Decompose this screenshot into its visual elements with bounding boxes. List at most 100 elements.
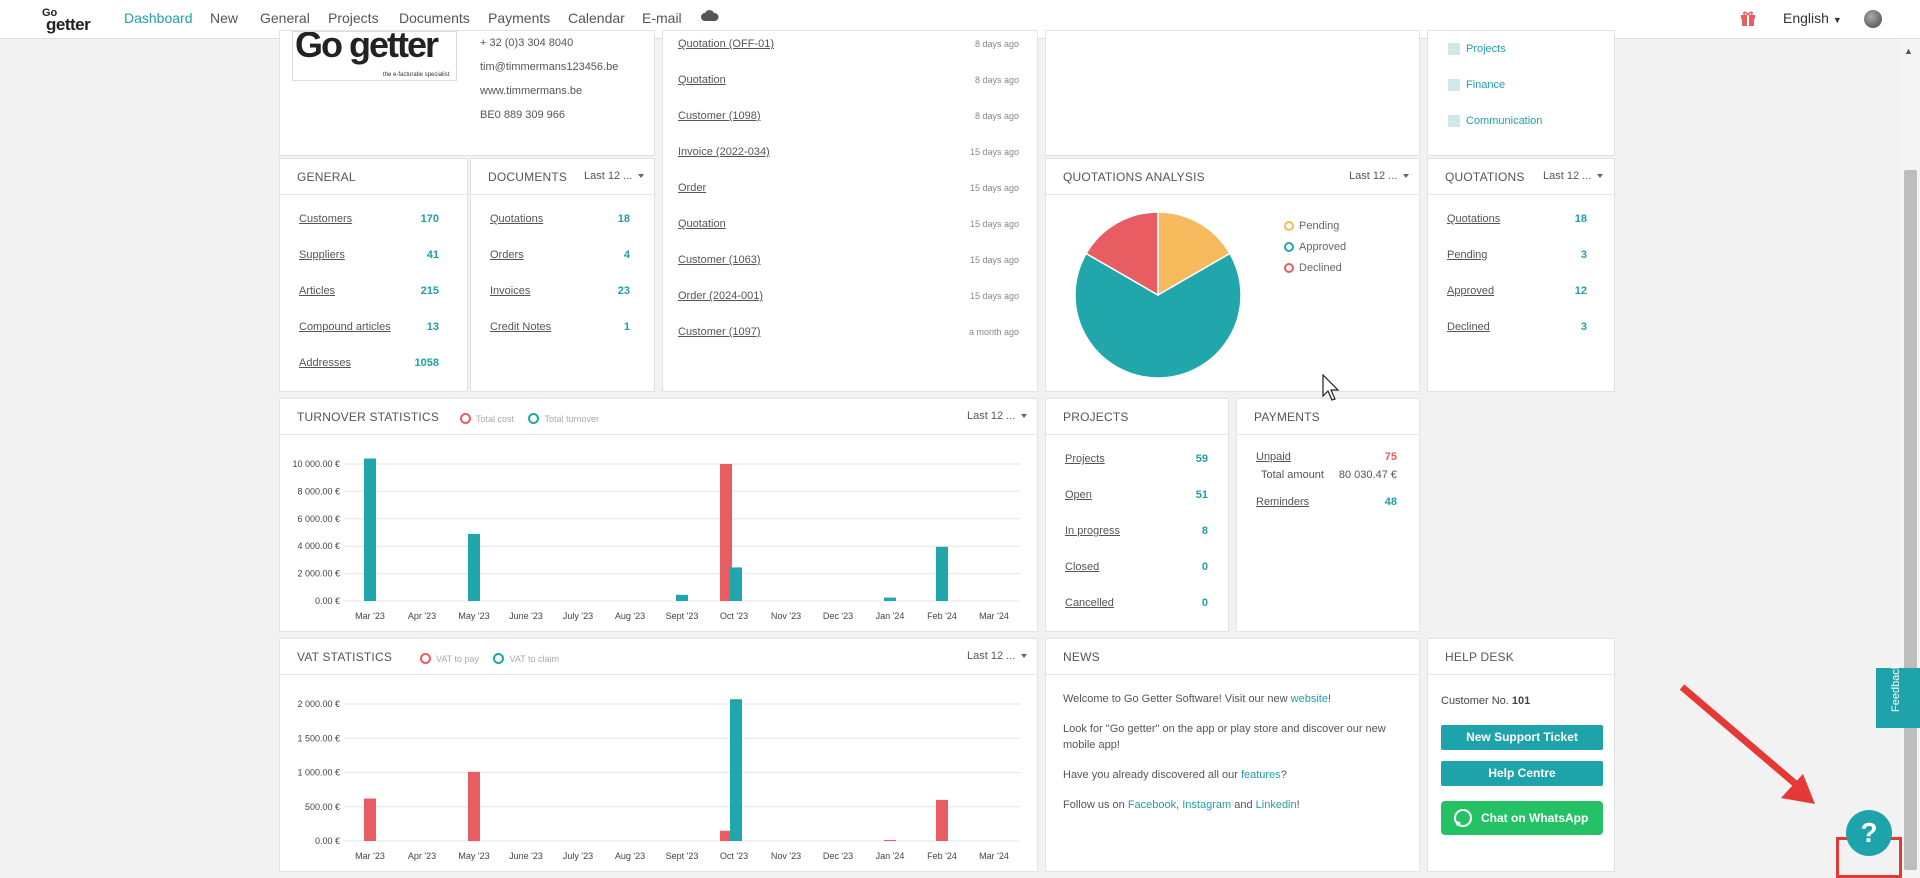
activity-item[interactable]: Customer (1063) xyxy=(678,254,761,266)
activity-item[interactable]: Invoice (2022-034) xyxy=(678,146,770,158)
shortcut-finance[interactable]: Finance xyxy=(1448,79,1505,92)
reminders-link[interactable]: Reminders xyxy=(1256,496,1310,508)
help-centre-button[interactable]: Help Centre xyxy=(1441,761,1603,786)
quotations-row-value: 18 xyxy=(1574,213,1587,225)
scroll-up-icon[interactable]: ▲ xyxy=(1904,46,1913,56)
bar-total-turnover[interactable] xyxy=(884,597,896,601)
activity-item[interactable]: Quotation (OFF-01) xyxy=(678,38,774,50)
legend-vat-to-claim-dot[interactable] xyxy=(493,653,505,665)
documents-row-label[interactable]: Invoices xyxy=(490,285,531,297)
bar-vat-to-pay[interactable] xyxy=(884,839,896,841)
legend-vat-to-pay-dot[interactable] xyxy=(420,653,431,665)
shortcut-communication[interactable]: Communication xyxy=(1448,115,1542,128)
language-selector[interactable]: English ▼ xyxy=(1783,10,1842,26)
nav-email[interactable]: E-mail xyxy=(642,10,682,26)
linkedin-link[interactable]: Linkedin xyxy=(1255,799,1297,811)
x-tick-label: Sept '23 xyxy=(666,611,699,621)
unpaid-link[interactable]: Unpaid xyxy=(1256,451,1291,463)
feedback-tab[interactable]: Feedback xyxy=(1876,664,1920,728)
x-tick-label: May '23 xyxy=(458,851,489,861)
app-logo[interactable]: Go getter xyxy=(42,7,91,34)
projects-row-label[interactable]: In progress xyxy=(1065,525,1121,537)
general-title: GENERAL xyxy=(297,170,356,184)
legend-declined[interactable]: Declined xyxy=(1284,258,1346,279)
quotations-row-label[interactable]: Quotations xyxy=(1447,213,1501,225)
shortcut-projects[interactable]: Projects xyxy=(1448,43,1506,56)
legend-approved[interactable]: Approved xyxy=(1284,237,1346,258)
nav-dashboard[interactable]: Dashboard xyxy=(124,10,193,26)
legend-pending[interactable]: Pending xyxy=(1284,216,1346,237)
avatar[interactable] xyxy=(1864,10,1882,28)
general-row-label[interactable]: Articles xyxy=(299,285,336,297)
instagram-link[interactable]: Instagram xyxy=(1182,799,1232,811)
general-row-label[interactable]: Compound articles xyxy=(299,321,391,333)
projects-row-label[interactable]: Cancelled xyxy=(1065,597,1114,609)
annotation-arrow-icon xyxy=(1679,684,1815,804)
new-support-ticket-button[interactable]: New Support Ticket xyxy=(1441,725,1603,750)
bar-total-turnover[interactable] xyxy=(364,458,376,601)
x-tick-label: Sept '23 xyxy=(666,851,699,861)
bar-vat-to-pay[interactable] xyxy=(936,799,948,841)
general-row-label[interactable]: Customers xyxy=(299,213,353,225)
turnover-period-dropdown[interactable]: Last 12 ... xyxy=(967,410,1027,422)
pie-slice-approved[interactable] xyxy=(1074,252,1242,379)
vat-period-dropdown[interactable]: Last 12 ... xyxy=(967,650,1027,662)
x-tick-label: June '23 xyxy=(509,611,543,621)
nav-payments[interactable]: Payments xyxy=(488,10,551,26)
quotations-pie-chart xyxy=(1074,211,1242,379)
documents-row-label[interactable]: Credit Notes xyxy=(490,321,552,333)
bar-vat-to-pay[interactable] xyxy=(364,798,376,841)
documents-period-dropdown[interactable]: Last 12 ... xyxy=(584,170,644,182)
features-link[interactable]: features xyxy=(1240,769,1281,781)
activity-date: 8 days ago xyxy=(974,39,1019,49)
projects-row-label[interactable]: Closed xyxy=(1065,561,1100,573)
activity-item[interactable]: Order (2024-001) xyxy=(678,290,763,302)
quotations-period-dropdown[interactable]: Last 12 ... xyxy=(1543,170,1603,182)
bar-total-turnover[interactable] xyxy=(468,533,480,601)
activity-item[interactable]: Customer (1097) xyxy=(678,326,761,338)
scrollbar-thumb[interactable] xyxy=(1904,170,1917,870)
general-row-label[interactable]: Addresses xyxy=(299,357,351,369)
activity-item[interactable]: Quotation xyxy=(678,218,726,230)
x-tick-label: Aug '23 xyxy=(615,611,645,621)
bar-total-turnover[interactable] xyxy=(730,567,742,601)
nav-calendar[interactable]: Calendar xyxy=(568,10,625,26)
legend-total-cost-dot[interactable] xyxy=(460,413,471,425)
quotations-analysis-title: QUOTATIONS ANALYSIS xyxy=(1063,170,1205,184)
nav-general[interactable]: General xyxy=(260,10,310,26)
bar-total-turnover[interactable] xyxy=(936,546,948,601)
quotations-row-label[interactable]: Declined xyxy=(1447,321,1490,333)
documents-row-label[interactable]: Quotations xyxy=(490,213,544,225)
projects-row-label[interactable]: Open xyxy=(1065,489,1092,501)
quotations-row-label[interactable]: Approved xyxy=(1447,285,1495,297)
quotations-row-label[interactable]: Pending xyxy=(1447,249,1488,261)
gift-icon[interactable] xyxy=(1740,10,1756,26)
cloud-icon[interactable] xyxy=(701,9,719,21)
documents-row-label[interactable]: Orders xyxy=(490,249,524,261)
bar-vat-to-pay[interactable] xyxy=(720,830,732,841)
pie-slice-pending[interactable] xyxy=(1157,211,1231,297)
legend-total-turnover-dot[interactable] xyxy=(528,413,540,425)
quotations-analysis-period-dropdown[interactable]: Last 12 ... xyxy=(1349,170,1409,182)
bar-vat-to-claim[interactable] xyxy=(730,699,742,841)
bar-vat-to-pay[interactable] xyxy=(468,771,480,841)
nav-projects[interactable]: Projects xyxy=(328,10,379,26)
nav-documents[interactable]: Documents xyxy=(399,10,470,26)
whatsapp-chat-button[interactable]: Chat on WhatsApp xyxy=(1441,801,1603,835)
nav-new[interactable]: New xyxy=(210,10,239,26)
activity-item[interactable]: Customer (1098) xyxy=(678,110,761,122)
help-icon[interactable]: ? xyxy=(1846,810,1892,856)
website-link[interactable]: website xyxy=(1290,693,1328,705)
bar-total-turnover[interactable] xyxy=(676,594,688,601)
projects-panel: PROJECTS Projects 59 Open 51 In progress 8 Clo… xyxy=(1045,398,1229,632)
chevron-down-icon: ▼ xyxy=(1832,15,1842,25)
pie-slice-declined[interactable] xyxy=(1085,211,1159,297)
bar-total-cost[interactable] xyxy=(720,464,732,601)
projects-row-label[interactable]: Projects xyxy=(1065,453,1105,465)
activity-item[interactable]: Order xyxy=(678,182,707,194)
activity-item[interactable]: Quotation xyxy=(678,74,726,86)
general-row-label[interactable]: Suppliers xyxy=(299,249,345,261)
facebook-link[interactable]: Facebook xyxy=(1127,799,1177,811)
documents-title: DOCUMENTS xyxy=(488,170,568,184)
x-tick-label: Oct '23 xyxy=(720,851,748,861)
